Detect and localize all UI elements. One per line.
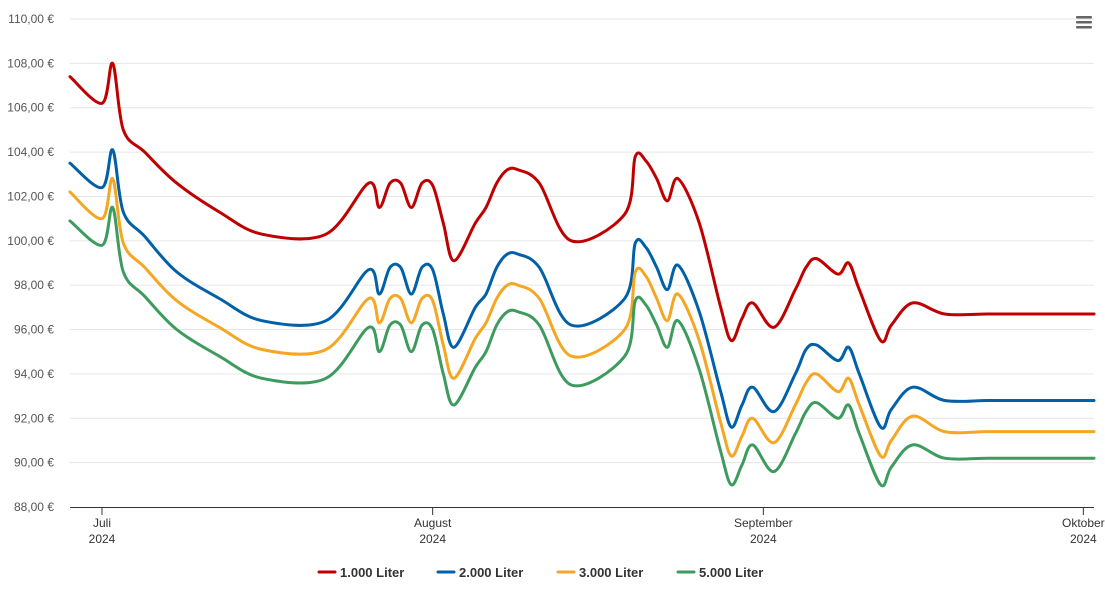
y-tick-label: 100,00 € bbox=[7, 234, 54, 248]
legend[interactable]: 1.000 Liter 2.000 Liter 3.000 Liter 5.000 L… bbox=[317, 565, 763, 580]
y-tick-label: 98,00 € bbox=[14, 278, 54, 292]
y-tick-label: 102,00 € bbox=[7, 189, 54, 203]
series-lines bbox=[68, 61, 1096, 488]
x-tick-year: 2024 bbox=[750, 532, 777, 546]
legend-item-5-000-liter[interactable]: 5.000 Liter bbox=[676, 565, 763, 580]
y-tick-label: 96,00 € bbox=[14, 323, 54, 337]
y-tick-label: 94,00 € bbox=[14, 367, 54, 381]
y-tick-label: 88,00 € bbox=[14, 500, 54, 514]
y-tick-label: 108,00 € bbox=[7, 56, 54, 70]
series-line-3-000-liter bbox=[68, 177, 1096, 459]
legend-label: 2.000 Liter bbox=[459, 565, 523, 580]
legend-item-2-000-liter[interactable]: 2.000 Liter bbox=[436, 565, 523, 580]
series-line-1-000-liter bbox=[68, 61, 1096, 344]
legend-label: 3.000 Liter bbox=[579, 565, 643, 580]
x-tick-month: August bbox=[414, 516, 452, 530]
y-axis: 88,00 € 90,00 € 92,00 € 94,00 € 96,00 € 98,00… bbox=[7, 12, 54, 514]
y-tick-label: 104,00 € bbox=[7, 145, 54, 159]
legend-label: 5.000 Liter bbox=[699, 565, 763, 580]
x-tick-month: Juli bbox=[93, 516, 111, 530]
y-tick-label: 90,00 € bbox=[14, 456, 54, 470]
y-tick-label: 110,00 € bbox=[8, 12, 54, 26]
y-tick-label: 92,00 € bbox=[14, 411, 54, 425]
series-line-5-000-liter bbox=[68, 205, 1096, 488]
legend-item-1-000-liter[interactable]: 1.000 Liter bbox=[317, 565, 404, 580]
hamburger-menu-icon[interactable] bbox=[1075, 14, 1093, 30]
x-tick-month: September bbox=[734, 516, 793, 530]
legend-label: 1.000 Liter bbox=[340, 565, 404, 580]
x-tick-year: 2024 bbox=[419, 532, 446, 546]
x-tick-month: Oktober bbox=[1062, 516, 1105, 530]
x-axis: Juli 2024 August 2024 September 2024 Oktober 20… bbox=[70, 507, 1105, 546]
legend-item-3-000-liter[interactable]: 3.000 Liter bbox=[556, 565, 643, 580]
series-line-2-000-liter bbox=[68, 148, 1096, 430]
x-tick-year: 2024 bbox=[89, 532, 116, 546]
x-tick-year: 2024 bbox=[1070, 532, 1097, 546]
y-tick-label: 106,00 € bbox=[7, 101, 54, 115]
